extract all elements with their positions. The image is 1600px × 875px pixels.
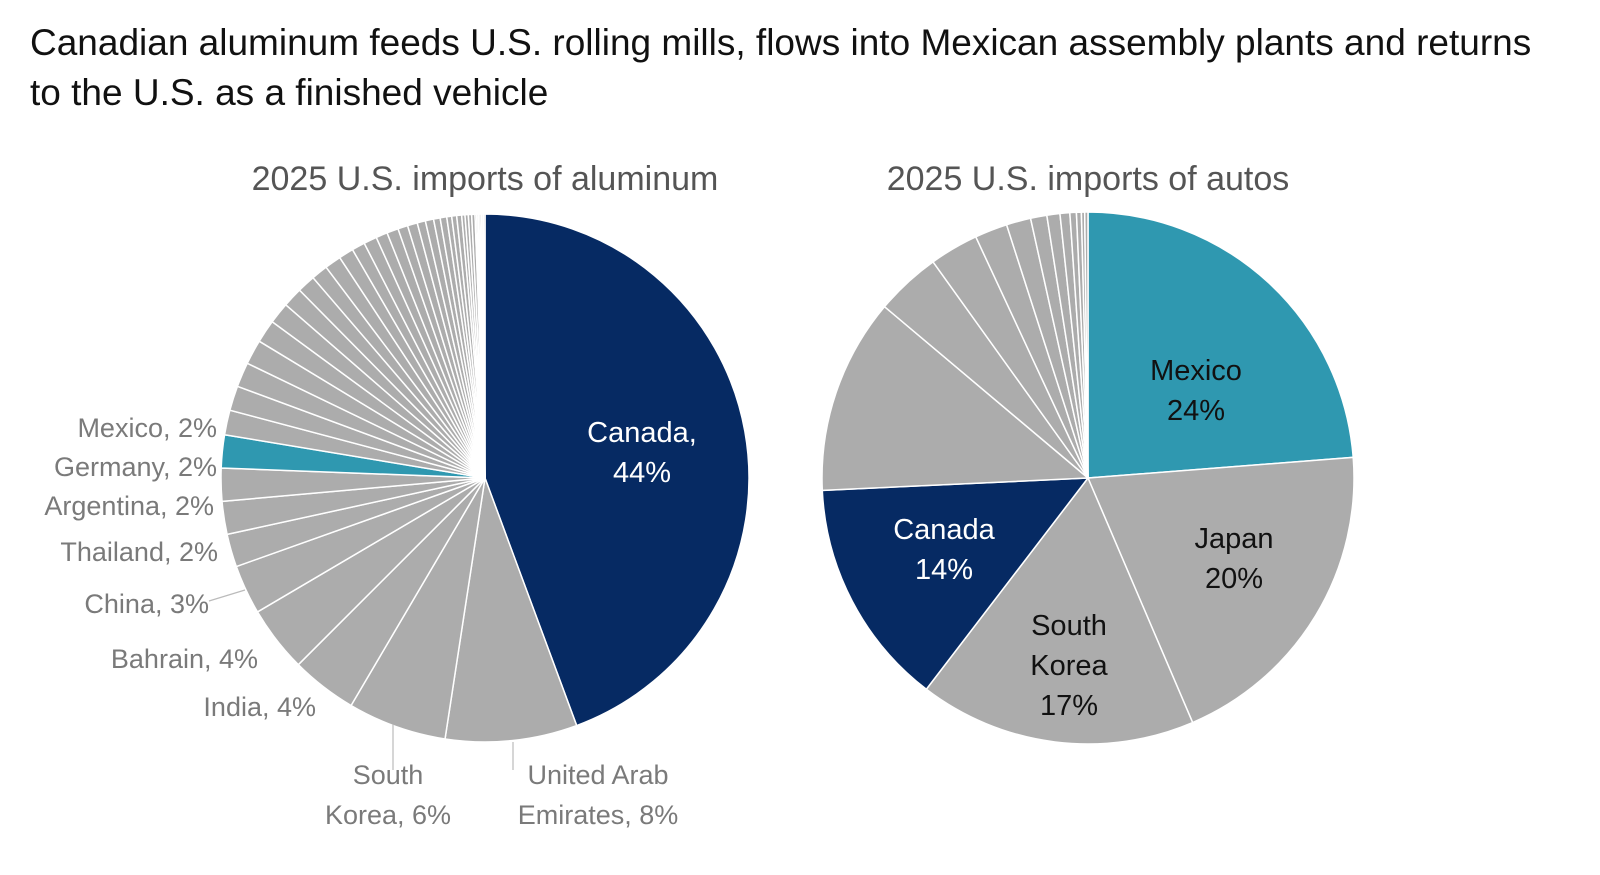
slice-label-united-arab-emirates: United Arab Emirates, 8% (518, 760, 679, 830)
leader-line-china (208, 589, 246, 602)
pie-slice-united-arab-emirates (444, 475, 578, 743)
slice-label-mexico: Mexico, 2% (77, 413, 217, 443)
pie-slice-japan (1086, 456, 1355, 724)
pie-slice-canada (484, 213, 750, 727)
slice-label-argentina: Argentina, 2% (44, 491, 214, 521)
pie-slice-south-korea (925, 476, 1194, 745)
page-title: Canadian aluminum feeds U.S. rolling mil… (30, 22, 1532, 113)
slice-label-thailand: Thailand, 2% (60, 537, 218, 567)
chart-title: 2025 U.S. imports of aluminum (252, 160, 719, 198)
slice-label-mexico: Mexico 24% (1150, 355, 1242, 427)
pie-slice-canada (821, 477, 1090, 691)
pie-slice-other-43 (482, 213, 486, 479)
autos-pie-chart: 2025 U.S. imports of autos Mexico 24% Japan… (821, 160, 1355, 745)
slice-label-canada: Canada, 44% (587, 417, 697, 489)
slice-label-bahrain: Bahrain, 4% (111, 644, 258, 674)
slice-label-china: China, 3% (84, 589, 209, 619)
chart-title: 2025 U.S. imports of autos (887, 160, 1290, 198)
aluminum-pie-chart: 2025 U.S. imports of aluminum Canada, 44% U… (44, 160, 750, 830)
pie-slice-mexico (1087, 211, 1355, 479)
pie-slice-other-15 (1083, 211, 1089, 479)
slice-label-india: India, 4% (203, 692, 316, 722)
slice-label-south-korea: South Korea, 6% (325, 760, 451, 830)
slice-label-south-korea: South Korea 17% (1030, 610, 1108, 722)
pie-slice-other-4 (821, 305, 1090, 492)
slice-label-japan: Japan 20% (1194, 523, 1273, 595)
slice-label-germany: Germany, 2% (54, 452, 217, 482)
slice-label-canada: Canada 14% (893, 514, 995, 586)
